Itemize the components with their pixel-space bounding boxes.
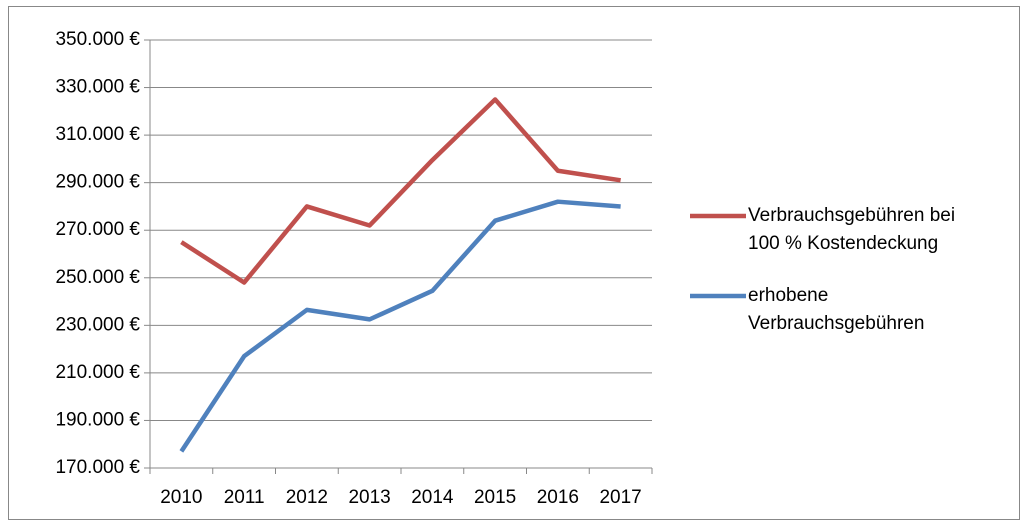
x-tick-label: 2010 bbox=[160, 487, 202, 508]
legend-label: erhobene Verbrauchsgebühren bbox=[748, 285, 925, 334]
legend-label: Verbrauchsgebühren bei 100 % Kostendecku… bbox=[748, 205, 956, 254]
y-tick-label: 290.000 € bbox=[55, 172, 140, 193]
series-line bbox=[180, 97, 621, 285]
y-tick-label: 350.000 € bbox=[55, 29, 140, 50]
y-tick-label: 210.000 € bbox=[55, 362, 140, 383]
y-tick-label: 270.000 € bbox=[55, 219, 140, 240]
x-tick-label: 2013 bbox=[348, 487, 390, 508]
y-tick-label: 250.000 € bbox=[55, 267, 140, 288]
x-tick-label: 2014 bbox=[411, 487, 454, 508]
y-tick-label: 190.000 € bbox=[55, 409, 140, 430]
y-tick-label: 310.000 € bbox=[55, 124, 140, 145]
chart-border bbox=[8, 6, 1020, 520]
x-tick-label: 2016 bbox=[537, 487, 579, 508]
y-tick-label: 230.000 € bbox=[55, 314, 140, 335]
x-tick-label: 2015 bbox=[474, 487, 516, 508]
x-tick-label: 2011 bbox=[224, 487, 265, 508]
series-line bbox=[179, 199, 621, 453]
x-tick-label: 2017 bbox=[599, 487, 641, 508]
x-tick-label: 2012 bbox=[286, 487, 328, 508]
y-tick-label: 170.000 € bbox=[55, 457, 140, 478]
y-tick-label: 330.000 € bbox=[55, 77, 140, 98]
